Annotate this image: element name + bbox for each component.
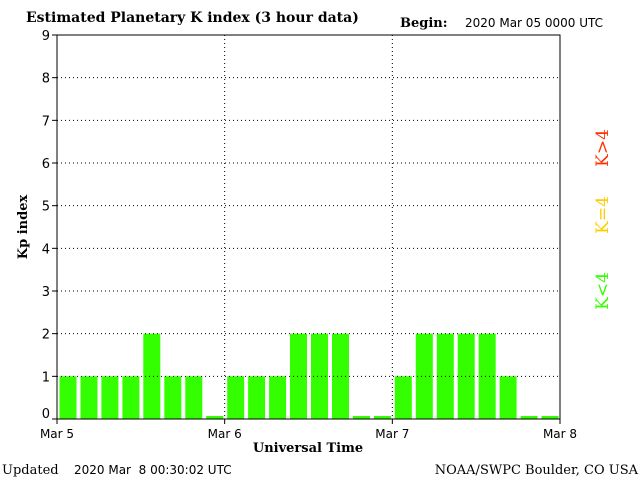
y-tick-label: 0 [42, 407, 50, 422]
kp-bar [248, 376, 266, 419]
begin-label: Begin: [400, 16, 448, 31]
y-axis-label: Kp index [16, 195, 31, 260]
x-tick-label: Mar 8 [543, 427, 577, 441]
y-tick-label: 7 [42, 114, 50, 129]
kp-bar [373, 416, 391, 419]
y-tick-label: 8 [42, 72, 50, 87]
updated-value: 2020 Mar 8 00:30:02 UTC [74, 463, 232, 477]
kp-bar [164, 376, 182, 419]
kp-bar [206, 416, 224, 419]
begin-value: 2020 Mar 05 0000 UTC [465, 16, 603, 30]
kp-bar [332, 333, 349, 419]
x-ticks: Mar 5 Mar 6 Mar 7 Mar 8 [40, 419, 577, 441]
y-ticks: 0 1 2 3 4 5 6 7 8 9 [42, 29, 57, 422]
y-tick-label: 9 [42, 29, 50, 44]
kp-bar [478, 333, 496, 419]
kp-bar [394, 376, 412, 419]
kp-bar [143, 333, 161, 419]
kp-bar [499, 376, 517, 419]
kp-bar [269, 376, 287, 419]
y-tick-label: 2 [42, 328, 50, 343]
plot-frame [56, 34, 561, 420]
kp-bar [352, 416, 370, 419]
kp-bar [122, 376, 140, 419]
kp-bar [520, 416, 538, 419]
bars-layer [59, 333, 559, 419]
legend-k-low: K<4 [593, 272, 613, 310]
y-tick-label: 4 [42, 242, 50, 257]
updated-label: Updated [2, 463, 59, 478]
x-tick-label: Mar 7 [375, 427, 409, 441]
y-tick-label: 5 [42, 200, 50, 215]
x-tick-label: Mar 5 [40, 427, 74, 441]
source-credit: NOAA/SWPC Boulder, CO USA [435, 463, 639, 478]
legend-k-eq: K=4 [593, 196, 613, 234]
grid-layer [57, 35, 560, 419]
kp-bar [101, 376, 119, 419]
x-axis-label: Universal Time [253, 441, 363, 456]
chart-title: Estimated Planetary K index (3 hour data… [26, 10, 359, 26]
x-tick-label: Mar 6 [208, 427, 242, 441]
kp-bar [185, 376, 203, 419]
kp-bar [59, 376, 77, 419]
legend-k-high: K>4 [593, 129, 613, 167]
y-tick-label: 1 [42, 370, 50, 385]
kp-bar [311, 333, 328, 419]
kp-bar [227, 376, 245, 419]
y-tick-label: 6 [42, 157, 50, 172]
kp-bar [457, 333, 475, 419]
y-tick-label: 3 [42, 285, 50, 300]
kp-bar [80, 376, 98, 419]
kp-bar [290, 333, 307, 419]
kp-bar [415, 333, 433, 419]
kp-bar [541, 416, 559, 419]
